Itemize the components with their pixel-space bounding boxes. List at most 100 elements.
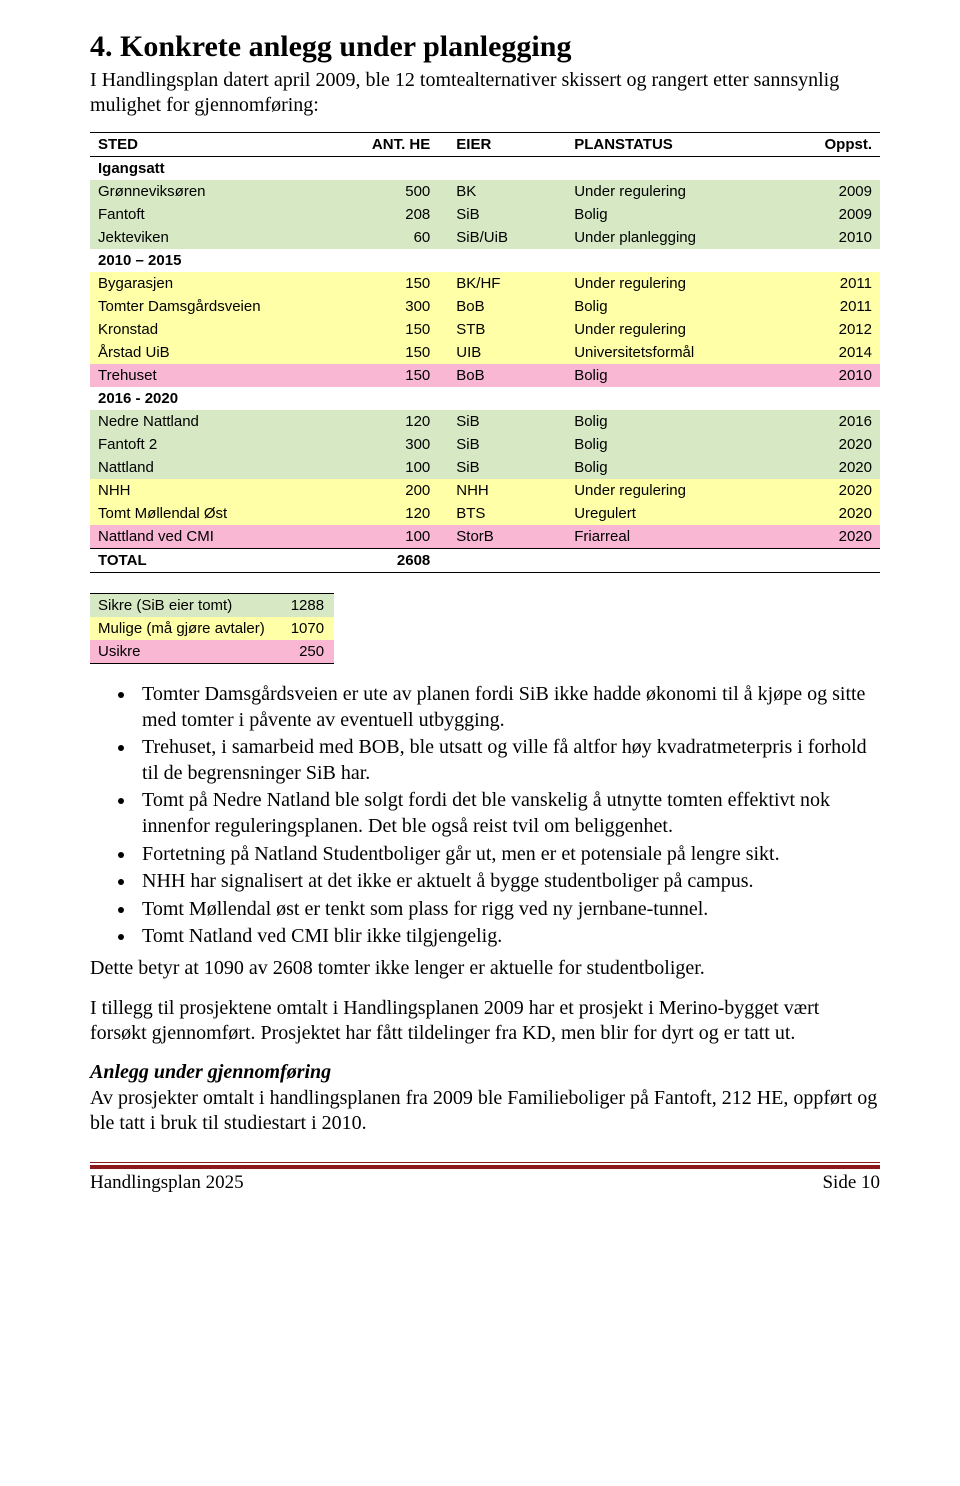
legend-table: Sikre (SiB eier tomt)1288Mulige (må gjør… [90,593,334,664]
list-item: Tomt på Nedre Natland ble solgt fordi de… [136,788,880,839]
cell-status: Under regulering [566,272,784,295]
cell-oppst: 2010 [784,364,880,387]
col-sted: STED [90,133,353,157]
legend-row: Sikre (SiB eier tomt)1288 [90,594,334,618]
cell-eier: NHH [448,479,566,502]
cell-ant: 150 [353,318,449,341]
subheading: Anlegg under gjennomføring [90,1061,880,1084]
cell-status: Under regulering [566,479,784,502]
table-row: Jekteviken60SiB/UiBUnder planlegging2010 [90,226,880,249]
table-row: Fantoft208SiBBolig2009 [90,203,880,226]
cell-sted: Fantoft 2 [90,433,353,456]
main-table: STEDANT. HEEIERPLANSTATUSOppst.Igangsatt… [90,132,880,573]
table-row: Tomter Damsgårdsveien300BoBBolig2011 [90,295,880,318]
table-row: Tomt Møllendal Øst120BTSUregulert2020 [90,502,880,525]
cell-status: Bolig [566,295,784,318]
cell-sted: Grønneviksøren [90,180,353,203]
cell-eier: BoB [448,295,566,318]
total-label: TOTAL [90,549,353,573]
cell-ant: 208 [353,203,449,226]
cell-ant: 200 [353,479,449,502]
table-row: NHH200NHHUnder regulering2020 [90,479,880,502]
table-row: Årstad UiB150UIBUniversitetsformål2014 [90,341,880,364]
cell-sted: Nattland ved CMI [90,525,353,549]
cell-eier: BoB [448,364,566,387]
cell-eier: SiB/UiB [448,226,566,249]
cell-status: Under regulering [566,318,784,341]
section-label: 2016 - 2020 [90,387,880,410]
cell-status: Bolig [566,410,784,433]
cell-status: Bolig [566,364,784,387]
list-item: Fortetning på Natland Studentboliger går… [136,842,880,868]
cell-ant: 150 [353,341,449,364]
list-item: Tomt Møllendal øst er tenkt som plass fo… [136,897,880,923]
cell-oppst: 2010 [784,226,880,249]
cell-eier: BTS [448,502,566,525]
cell-eier: BK [448,180,566,203]
table-row: Trehuset150BoBBolig2010 [90,364,880,387]
col-oppst: Oppst. [784,133,880,157]
legend-label: Mulige (må gjøre avtaler) [90,617,283,640]
cell-oppst: 2016 [784,410,880,433]
page-footer: Handlingsplan 2025 Side 10 [90,1165,880,1194]
col-ant: ANT. HE [353,133,449,157]
cell-oppst: 2009 [784,180,880,203]
cell-oppst: 2011 [784,295,880,318]
list-item: NHH har signalisert at det ikke er aktue… [136,869,880,895]
cell-oppst: 2020 [784,502,880,525]
cell-ant: 120 [353,410,449,433]
cell-ant: 300 [353,433,449,456]
cell-oppst: 2012 [784,318,880,341]
section-label: Igangsatt [90,157,880,181]
cell-ant: 500 [353,180,449,203]
cell-ant: 100 [353,525,449,549]
body-paragraph: I tillegg til prosjektene omtalt i Handl… [90,996,880,1047]
legend-label: Sikre (SiB eier tomt) [90,594,283,618]
cell-ant: 100 [353,456,449,479]
cell-oppst: 2020 [784,525,880,549]
table-row: Nattland ved CMI100StorBFriarreal2020 [90,525,880,549]
cell-oppst: 2020 [784,479,880,502]
cell-ant: 60 [353,226,449,249]
cell-status: Under regulering [566,180,784,203]
cell-sted: Nedre Nattland [90,410,353,433]
cell-oppst: 2014 [784,341,880,364]
cell-status: Universitetsformål [566,341,784,364]
cell-oppst: 2011 [784,272,880,295]
cell-eier: StorB [448,525,566,549]
cell-sted: Kronstad [90,318,353,341]
bullet-list: Tomter Damsgårdsveien er ute av planen f… [90,682,880,950]
table-row: Fantoft 2300SiBBolig2020 [90,433,880,456]
cell-sted: Nattland [90,456,353,479]
legend-value: 1288 [283,594,334,618]
legend-value: 1070 [283,617,334,640]
footer-left: Handlingsplan 2025 [90,1172,244,1194]
col-status: PLANSTATUS [566,133,784,157]
col-eier: EIER [448,133,566,157]
legend-label: Usikre [90,640,283,664]
cell-eier: SiB [448,456,566,479]
cell-oppst: 2020 [784,433,880,456]
list-item: Tomter Damsgårdsveien er ute av planen f… [136,682,880,733]
cell-eier: SiB [448,433,566,456]
cell-ant: 300 [353,295,449,318]
cell-eier: UIB [448,341,566,364]
cell-oppst: 2020 [784,456,880,479]
cell-sted: NHH [90,479,353,502]
intro-paragraph: I Handlingsplan datert april 2009, ble 1… [90,68,880,118]
legend-row: Mulige (må gjøre avtaler)1070 [90,617,334,640]
cell-status: Uregulert [566,502,784,525]
cell-sted: Fantoft [90,203,353,226]
body-paragraph: Av prosjekter omtalt i handlingsplanen f… [90,1086,880,1137]
cell-sted: Bygarasjen [90,272,353,295]
section-label: 2010 – 2015 [90,249,880,272]
cell-sted: Jekteviken [90,226,353,249]
cell-status: Bolig [566,203,784,226]
cell-status: Friarreal [566,525,784,549]
cell-eier: SiB [448,410,566,433]
cell-sted: Tomter Damsgårdsveien [90,295,353,318]
cell-sted: Trehuset [90,364,353,387]
cell-eier: SiB [448,203,566,226]
total-value: 2608 [353,549,449,573]
cell-sted: Årstad UiB [90,341,353,364]
